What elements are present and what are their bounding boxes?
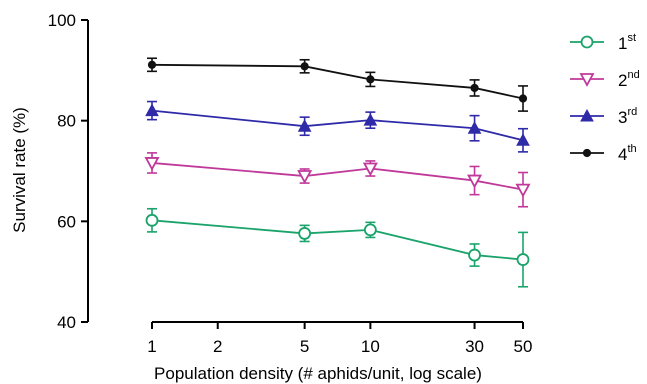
data-point xyxy=(515,183,531,198)
legend-marker xyxy=(582,148,592,158)
legend-item-4th: 4th xyxy=(570,143,637,164)
data-point xyxy=(467,174,483,189)
legend-marker xyxy=(579,73,595,87)
data-point xyxy=(516,133,530,146)
legend: 1st 2nd 3rd 4th xyxy=(570,32,640,164)
series-line xyxy=(151,63,524,100)
series-line xyxy=(151,109,524,142)
data-point xyxy=(467,121,482,134)
legend-item-1st: 1st xyxy=(570,32,636,53)
legend-marker xyxy=(580,35,594,49)
x-tick-label: 50 xyxy=(514,337,533,356)
series-2nd xyxy=(144,152,531,208)
x-axis-label: Population density (# aphids/unit, log s… xyxy=(154,364,482,383)
y-axis-label: Survival rate (%) xyxy=(10,107,29,233)
data-point xyxy=(363,113,378,126)
y-tick-label: 100 xyxy=(48,11,76,30)
y-tick-label: 40 xyxy=(57,313,76,332)
data-point xyxy=(145,103,159,117)
data-point xyxy=(300,62,309,71)
x-tick-label: 1 xyxy=(147,337,156,356)
data-point xyxy=(145,213,159,227)
data-point xyxy=(363,223,377,237)
data-point xyxy=(298,227,312,240)
data-point xyxy=(470,83,479,93)
series-layer xyxy=(144,57,531,288)
legend-item-3rd: 3rd xyxy=(570,106,637,127)
data-point xyxy=(362,162,378,177)
series-3rd xyxy=(145,100,530,153)
data-point xyxy=(516,253,530,266)
x-tick-label: 10 xyxy=(361,337,380,356)
legend-item-2nd: 2nd xyxy=(570,69,640,90)
x-tick-label: 5 xyxy=(300,337,309,356)
legend-label: 1st xyxy=(618,32,636,53)
legend-marker xyxy=(580,108,594,122)
x-tick-label: 30 xyxy=(465,337,484,356)
y-tick-label: 60 xyxy=(57,212,76,231)
legend-label: 4th xyxy=(618,143,637,164)
series-line xyxy=(151,219,524,261)
data-point xyxy=(297,119,312,132)
data-point xyxy=(144,157,160,171)
data-point xyxy=(518,94,528,103)
series-1st xyxy=(145,207,530,288)
series-line xyxy=(151,162,524,191)
legend-label: 2nd xyxy=(618,69,640,90)
axes: 40 60 80 100 1 2 5 10 30 50 xyxy=(48,11,533,356)
data-point xyxy=(366,75,375,84)
data-point xyxy=(297,170,313,184)
data-point xyxy=(468,248,481,262)
x-tick-label: 2 xyxy=(213,337,222,356)
legend-label: 3rd xyxy=(618,106,637,127)
series-4th xyxy=(147,57,528,112)
data-point xyxy=(147,60,157,69)
y-tick-label: 80 xyxy=(57,112,76,131)
